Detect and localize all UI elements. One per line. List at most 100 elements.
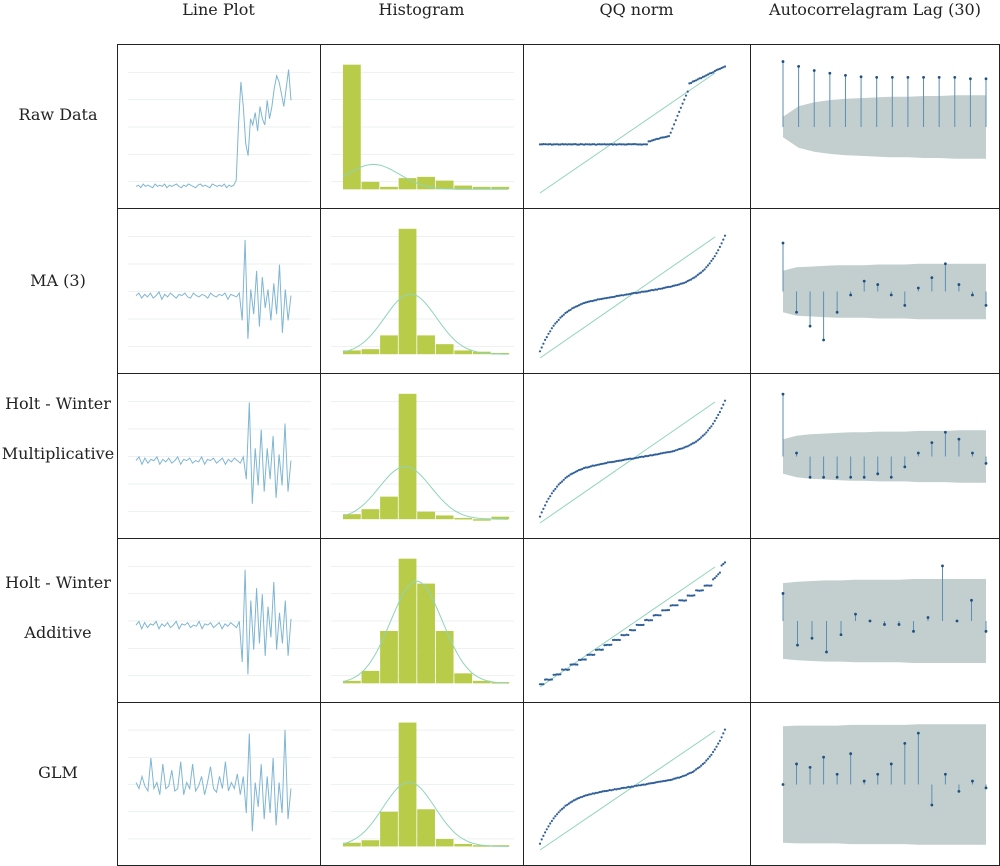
qq-point [561, 480, 564, 483]
qq-point [632, 292, 635, 295]
qq-point [572, 799, 575, 802]
qq-point [593, 653, 596, 656]
qq-point [679, 282, 682, 285]
confidence-band [783, 263, 986, 320]
qq-point [667, 135, 671, 138]
qq-point [562, 478, 565, 481]
acf-point [922, 76, 925, 79]
qq-point [700, 436, 703, 439]
qq-point [678, 599, 681, 602]
qq-point [671, 604, 674, 607]
qq-point [712, 71, 715, 74]
qq-point [623, 786, 626, 789]
histogram-bar [343, 350, 361, 355]
histogram-bar [417, 583, 435, 684]
qq-point [576, 143, 579, 146]
qq-point [722, 66, 725, 69]
qq-point [676, 604, 679, 607]
qq-point [705, 759, 708, 762]
qq-point [584, 794, 587, 797]
acf-point [953, 76, 957, 79]
series-line [135, 569, 292, 675]
qq-point [606, 643, 609, 646]
qq-point [561, 315, 564, 318]
qq-point [681, 447, 684, 450]
line-plot-cell [118, 539, 321, 703]
qq-point [693, 769, 696, 772]
qq-point [613, 788, 616, 791]
chart-svg [331, 64, 514, 190]
qq-point [567, 309, 570, 312]
chart-grid [117, 44, 1000, 866]
qq-point [656, 137, 659, 140]
row-label-line: GLM [38, 763, 78, 782]
qq-point [671, 285, 674, 288]
column-header-line-plot: Line Plot [182, 0, 255, 19]
acf-point [984, 303, 988, 307]
acf-point [889, 475, 893, 479]
qq-point [701, 434, 704, 437]
qq-point [615, 143, 618, 146]
qq-point [705, 431, 708, 434]
qq-point [693, 79, 696, 83]
histogram-bar [491, 186, 510, 190]
normal-curve [342, 580, 509, 684]
qq-point [613, 638, 616, 641]
qq-point [583, 658, 586, 661]
qq-point [610, 643, 613, 646]
qq-point [547, 497, 550, 500]
chart-svg [128, 401, 311, 512]
qq-point [671, 450, 674, 453]
qq-point [554, 322, 557, 325]
qq-point [633, 291, 637, 294]
qq-point [566, 668, 569, 671]
normal-curve [342, 163, 508, 190]
acf-point [944, 430, 947, 434]
qq-point [538, 683, 542, 686]
qq-point [617, 294, 620, 297]
histogram-bar [472, 680, 491, 684]
acf-point [916, 731, 920, 735]
qq-point [579, 658, 582, 662]
qq-point [549, 822, 552, 825]
qq-point [652, 614, 655, 617]
qq-point [566, 143, 569, 146]
qq-point [583, 466, 586, 470]
acf-point [822, 338, 825, 342]
acf-point [810, 636, 814, 640]
qq-point [705, 266, 708, 269]
qq-point [681, 775, 684, 778]
qq-point [617, 459, 620, 462]
qq-point [620, 143, 623, 146]
qq-point [600, 648, 603, 651]
series-line [135, 69, 292, 189]
qq-point [606, 143, 609, 146]
qq-point [613, 460, 616, 463]
autocorrelagram-cell [751, 209, 1000, 374]
qq-point [630, 143, 633, 146]
qq-point [632, 143, 635, 146]
series-line [135, 402, 292, 504]
qq-point [542, 834, 545, 837]
qq-point [632, 785, 635, 788]
histogram-bar [398, 722, 417, 847]
qq-point [647, 782, 650, 785]
qq-point [642, 290, 645, 293]
chart-svg [538, 728, 727, 851]
qq-point [645, 290, 648, 293]
qq-point [581, 143, 584, 146]
qq-point [720, 242, 723, 245]
qq-point [679, 599, 682, 602]
qq-point [566, 803, 569, 806]
qq-point [673, 284, 676, 287]
qq-point [593, 464, 596, 467]
qq-point [637, 456, 640, 459]
qq-point [657, 614, 660, 617]
qq-norm-cell [524, 703, 751, 866]
qq-point [698, 766, 701, 769]
qq-point [633, 457, 637, 460]
qq-point [625, 786, 628, 789]
qq-point [637, 623, 640, 627]
qq-point [606, 789, 609, 792]
histogram-bar [380, 335, 398, 355]
